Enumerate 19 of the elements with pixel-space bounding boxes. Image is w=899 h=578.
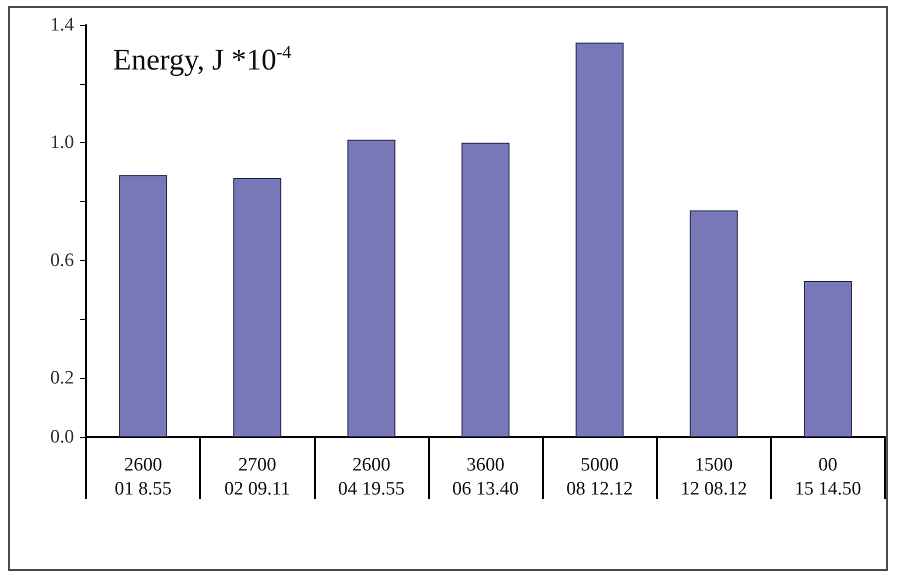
bar	[347, 140, 396, 437]
x-tick-label: 2600 04 19.55	[338, 454, 405, 500]
x-tick-label: 5000 08 12.12	[566, 454, 633, 500]
bar	[233, 178, 282, 437]
y-tick-label: 1.4	[50, 14, 74, 36]
x-tick-label: 2600 01 8.55	[114, 454, 172, 500]
x-tick-label: 1500 12 08.12	[680, 454, 748, 500]
bar	[462, 142, 510, 437]
x-tick-label: 3600 06 13.40	[452, 454, 519, 500]
bar	[576, 42, 624, 437]
x-tick-label: 00 15 14.50	[794, 454, 862, 500]
y-tick-label: 0.0	[50, 426, 74, 448]
y-tick-label: 0.6	[50, 250, 74, 271]
bar	[690, 210, 738, 437]
y-tick-label: 0.2	[50, 368, 74, 389]
bar	[804, 281, 852, 437]
bar	[119, 175, 168, 437]
y-tick-label: 1.0	[50, 132, 74, 154]
x-tick-label: 2700 02 09.11	[224, 454, 290, 500]
